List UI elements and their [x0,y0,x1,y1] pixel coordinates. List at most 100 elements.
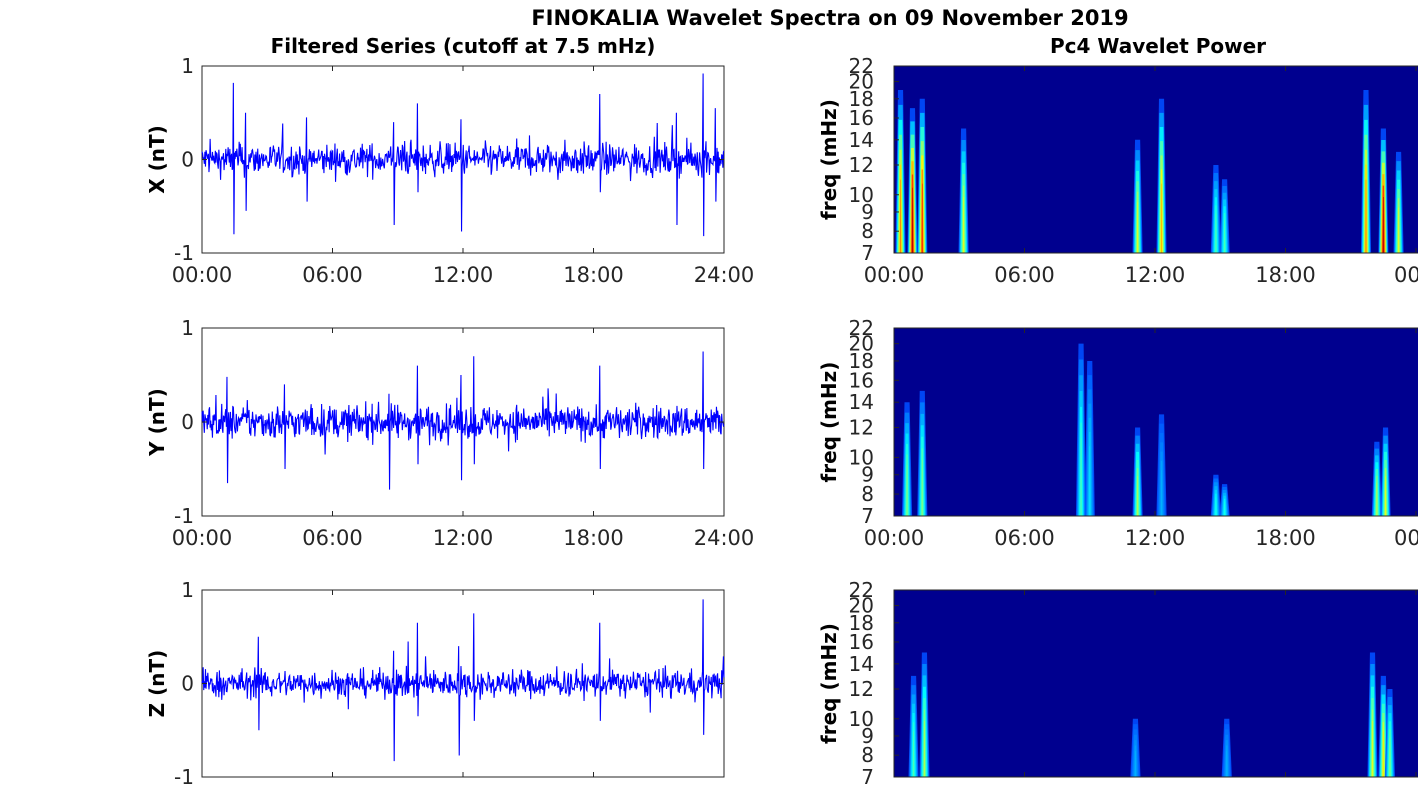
series-line [201,73,725,237]
wavelet-burst [1224,501,1226,516]
y-tick-label: 12 [849,153,874,177]
x-tick-label: 00 [1394,526,1418,550]
x-tick-label: 12:00 [433,526,494,550]
x-tick-label: 24:00 [694,263,755,287]
y-tick-label: 10 [849,707,874,731]
y-tick-label: 16 [849,106,874,130]
left-column-title: Filtered Series (cutoff at 7.5 mHz) [271,34,656,58]
y-tick-label: 1 [181,578,194,602]
wavelet-burst [1137,476,1139,516]
y-tick-label: 18 [849,87,874,111]
y-axis-label: Y (nT) [145,388,169,457]
heatmap-background [894,328,1418,516]
wavelet-burst [1382,731,1384,777]
wavelet-burst [921,459,923,516]
y-axis-label: freq (mHz) [817,623,841,744]
x-tick-label: 00:00 [172,263,233,287]
x-tick-label: 06:00 [994,526,1055,550]
y-tick-label: 8 [861,743,874,767]
timeseries-panel-3: -1 0 1 Z (nT) [145,578,725,788]
wavelet-burst [1398,207,1400,253]
y-tick-label: 20 [849,70,874,94]
timeseries-panel-1: 00:00 06:00 12:00 18:00 24:00 -1 0 1 X (nT) [145,54,754,287]
y-tick-label: 20 [849,332,874,356]
x-tick-label: 18:00 [563,526,624,550]
y-axis-label: Z (nT) [145,650,169,718]
y-tick-label: 7 [861,241,874,265]
plot-frame [893,65,1418,254]
y-tick-label: -1 [174,504,194,528]
wavelet-burst [1137,202,1139,253]
y-tick-label: 0 [181,672,194,696]
y-tick-label: 14 [849,128,874,152]
y-tick-label: 12 [849,416,874,440]
y-tick-label: 12 [849,677,874,701]
y-tick-label: 16 [849,368,874,392]
y-tick-label: 20 [849,594,874,618]
y-tick-label: 8 [861,482,874,506]
y-tick-label: 22 [849,316,874,340]
x-tick-label: 12:00 [1125,526,1186,550]
x-tick-label: 06:00 [302,526,363,550]
y-axis-label: X (nT) [145,125,169,194]
y-tick-label: 7 [861,765,874,788]
y-tick-label: 7 [861,504,874,528]
x-tick-label: 18:00 [563,263,624,287]
x-tick-label: 24:00 [694,526,755,550]
x-tick-label: 00 [1394,263,1418,287]
x-tick-label: 18:00 [1255,263,1316,287]
wavelet-burst [1384,476,1387,516]
figure-title: FINOKALIA Wavelet Spectra on 09 November… [531,6,1128,30]
y-tick-label: 8 [861,219,874,243]
wavelet-burst [911,187,914,253]
plot-frame [893,327,1418,517]
y-tick-label: 1 [181,316,194,340]
wavelet-burst [1382,196,1384,253]
y-tick-label: 1 [181,54,194,78]
y-tick-label: 18 [849,611,874,635]
wavelet-burst [906,464,908,516]
plot-frame [893,589,1418,778]
x-tick-label: 06:00 [994,263,1055,287]
y-tick-label: 9 [861,724,874,748]
wavelet-burst [1365,179,1367,253]
wavelet-burst [1371,720,1374,777]
right-column-title: Pc4 Wavelet Power [1050,34,1266,58]
y-tick-label: -1 [174,241,194,265]
wavelet-burst [1080,438,1082,516]
series-line [201,599,725,762]
y-tick-label: 22 [849,54,874,78]
y-tick-label: 14 [849,652,874,676]
wavelet-burst [1160,470,1163,516]
wavelet-burst [899,179,902,253]
heatmap-background [894,590,1418,777]
wavelet-burst [1160,183,1163,253]
y-axis-label: freq (mHz) [817,362,841,483]
wavelet-burst [1134,750,1137,777]
y-axis-label: freq (mHz) [817,99,841,220]
x-tick-label: 12:00 [433,263,494,287]
wavelet-burst [963,196,965,253]
y-tick-label: 9 [861,463,874,487]
y-tick-label: 10 [849,445,874,469]
timeseries-panel-2: 00:00 06:00 12:00 18:00 24:00 -1 0 1 Y (nT) [145,316,754,550]
x-tick-label: 00:00 [172,526,233,550]
y-tick-label: 0 [181,410,194,434]
y-tick-label: 16 [849,630,874,654]
x-tick-label: 00:00 [864,263,925,287]
wavelet-burst [1215,213,1217,253]
wavelet-burst [923,720,926,777]
y-tick-label: 22 [849,578,874,602]
wavelet-burst [921,183,923,253]
wavelet-burst [1224,219,1226,253]
x-tick-label: 18:00 [1255,526,1316,550]
x-tick-label: 12:00 [1125,263,1186,287]
y-tick-label: -1 [174,765,194,788]
y-tick-label: 18 [849,349,874,373]
y-tick-label: 14 [849,390,874,414]
x-tick-label: 00:00 [864,526,925,550]
heatmap-background [894,66,1418,253]
